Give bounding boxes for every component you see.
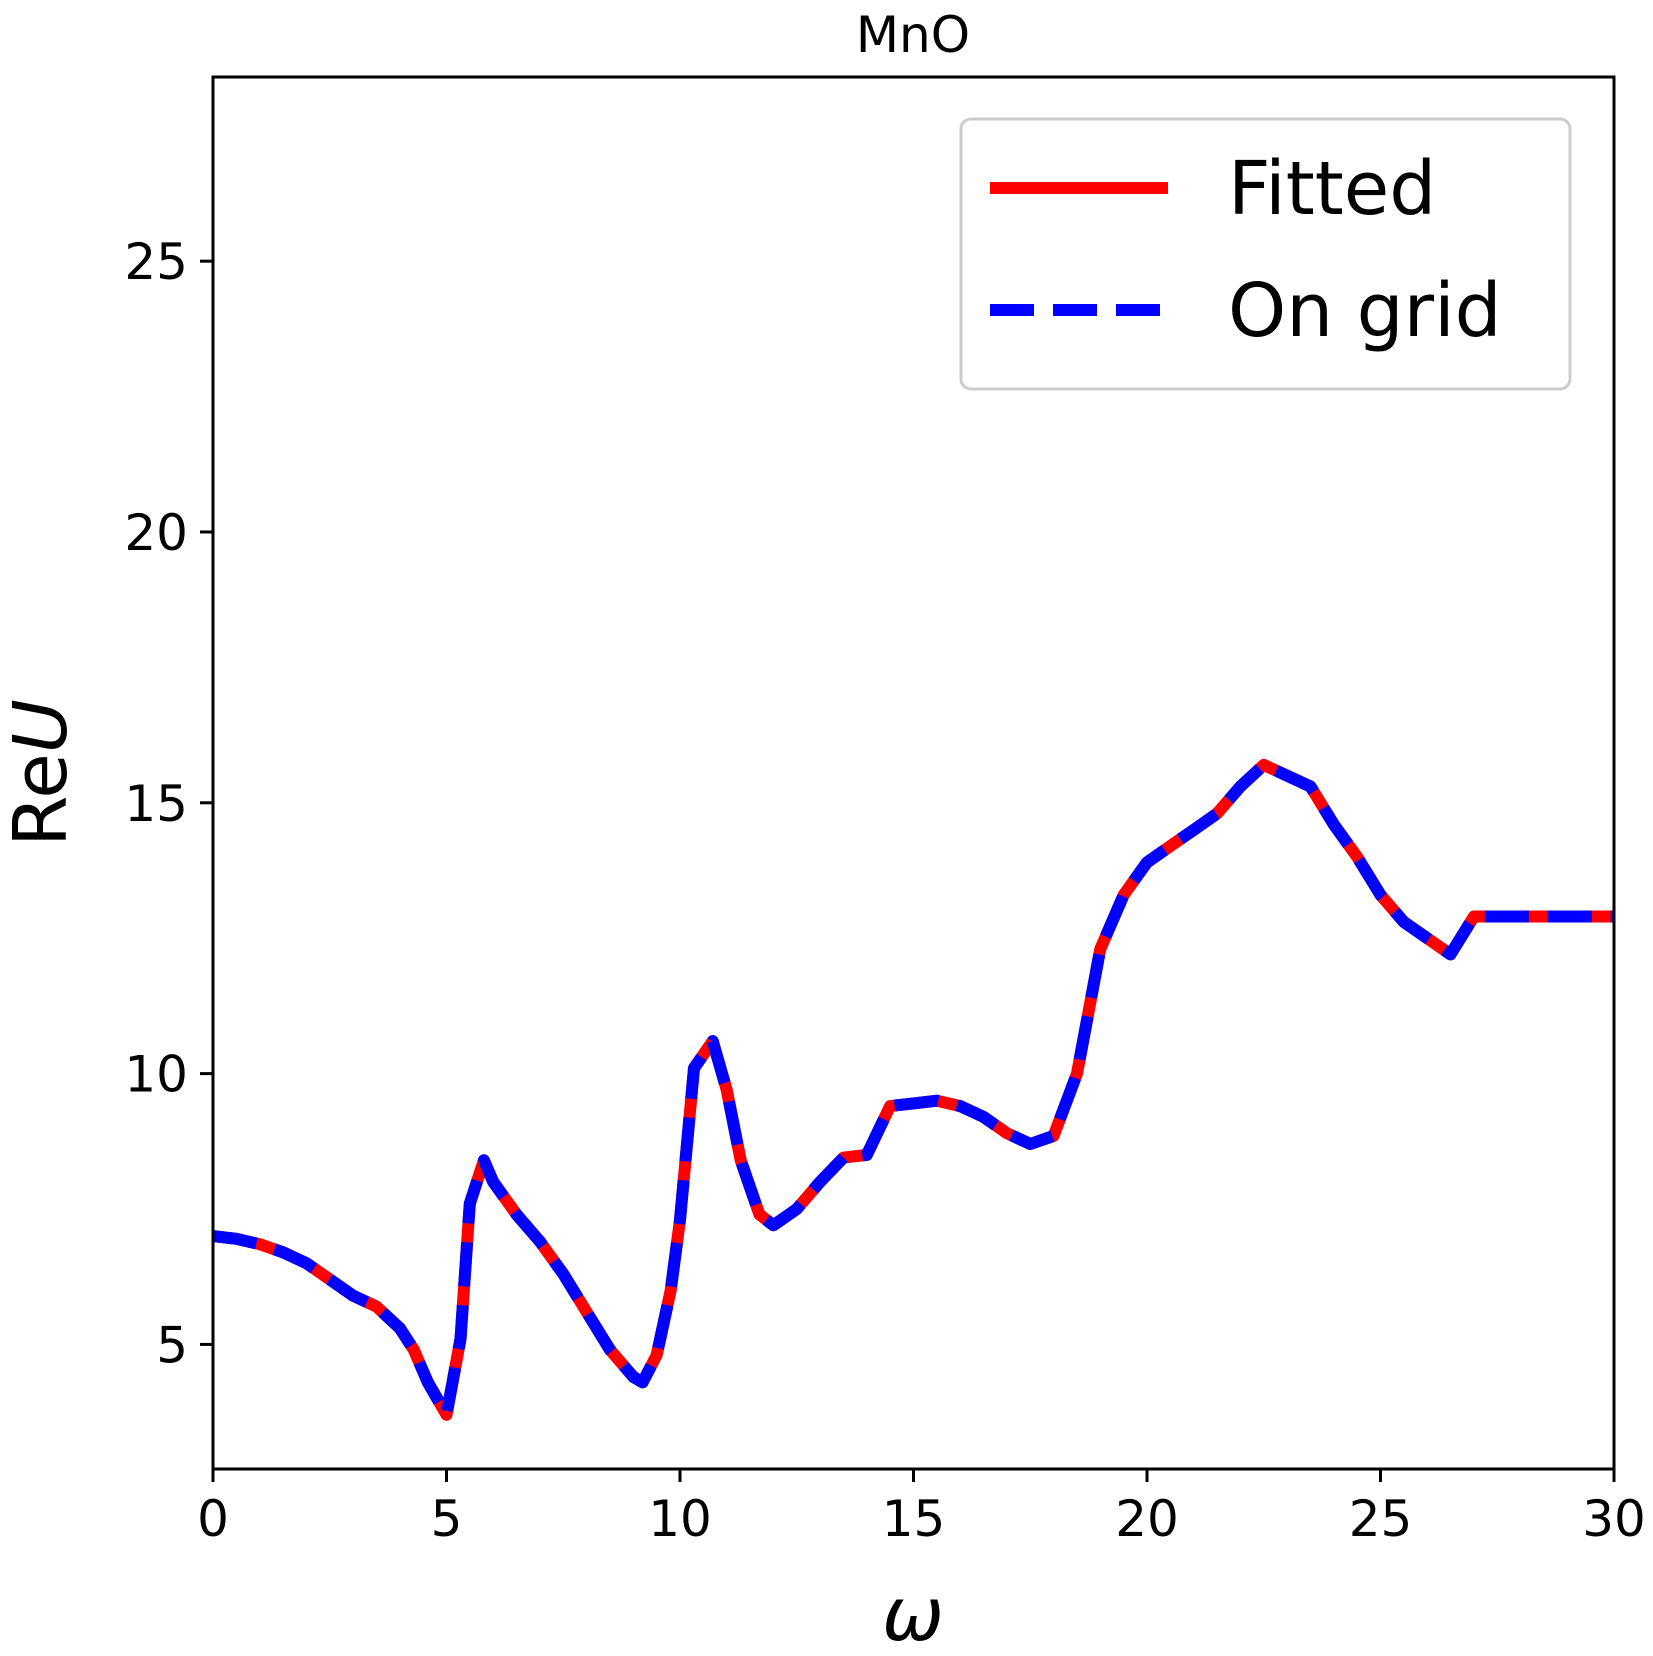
x-tick-label: 0 xyxy=(197,1490,229,1548)
x-axis-label: ω xyxy=(882,1572,944,1656)
y-tick-label: 15 xyxy=(124,775,188,833)
x-tick-label: 25 xyxy=(1349,1490,1413,1548)
y-axis-ticks: 5 10 15 20 25 xyxy=(124,233,213,1374)
chart-title: MnO xyxy=(856,6,970,64)
legend-label-on-grid: On grid xyxy=(1228,268,1502,354)
x-axis-ticks: 0 5 10 15 20 25 30 xyxy=(197,1469,1646,1548)
y-axis-label: ReU xyxy=(0,699,84,847)
x-tick-label: 20 xyxy=(1115,1490,1179,1548)
y-tick-label: 5 xyxy=(156,1316,188,1374)
legend: Fitted On grid xyxy=(959,117,1572,391)
x-tick-label: 10 xyxy=(648,1490,712,1548)
y-tick-label: 25 xyxy=(124,233,188,291)
x-tick-label: 5 xyxy=(431,1490,463,1548)
x-tick-label: 30 xyxy=(1582,1490,1646,1548)
y-tick-label: 10 xyxy=(124,1046,188,1104)
y-axis-label-plain: Re xyxy=(0,753,84,847)
series-on-grid-line xyxy=(213,758,1614,1421)
legend-label-fitted: Fitted xyxy=(1228,146,1436,232)
y-tick-label: 20 xyxy=(124,504,188,562)
y-axis-label-italic: U xyxy=(0,699,84,753)
plot-series xyxy=(213,758,1614,1421)
x-tick-label: 15 xyxy=(882,1490,946,1548)
